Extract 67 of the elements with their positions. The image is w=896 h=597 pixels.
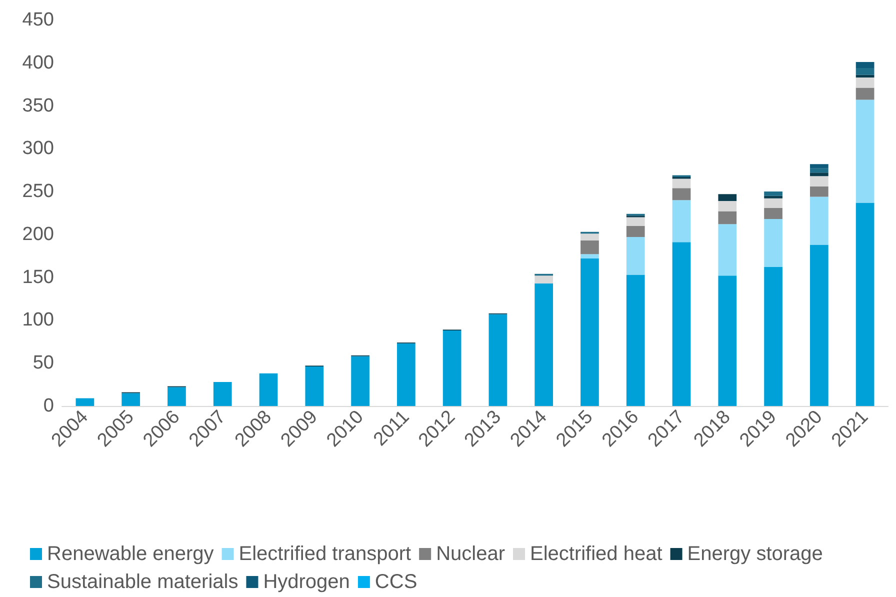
bar xyxy=(810,176,828,186)
bar xyxy=(580,254,599,258)
bar xyxy=(305,366,324,406)
bar xyxy=(626,217,645,226)
legend-label: Electrified transport xyxy=(238,543,412,565)
bar xyxy=(718,194,737,201)
y-tick-label: 100 xyxy=(22,310,54,331)
legend-label: Renewable energy xyxy=(47,543,214,565)
legend-label: Sustainable materials xyxy=(47,571,238,593)
bar xyxy=(351,356,370,406)
bar xyxy=(856,74,874,78)
bar xyxy=(580,258,599,406)
bar xyxy=(626,237,645,275)
legend-label: Hydrogen xyxy=(263,571,350,593)
bar xyxy=(672,188,691,200)
bar xyxy=(810,172,828,176)
y-tick-label: 300 xyxy=(22,138,54,160)
bar xyxy=(810,244,828,406)
bar xyxy=(718,224,737,276)
bar xyxy=(718,211,737,224)
bar xyxy=(856,68,874,75)
y-tick-label: 200 xyxy=(22,224,54,245)
bar xyxy=(856,202,874,406)
bar xyxy=(534,276,554,284)
bar xyxy=(168,387,186,406)
bar xyxy=(488,314,508,406)
bar xyxy=(856,77,874,88)
bar xyxy=(122,393,140,406)
bar xyxy=(718,200,737,212)
bar xyxy=(810,186,828,197)
legend-label: Nuclear xyxy=(436,543,506,565)
bar xyxy=(396,343,416,406)
bar xyxy=(810,164,828,168)
bar xyxy=(534,283,554,406)
bar xyxy=(764,267,782,406)
y-tick-label: 350 xyxy=(22,95,54,116)
bar xyxy=(764,198,782,208)
bar xyxy=(810,168,828,173)
y-tick-label: 150 xyxy=(22,266,54,288)
bar xyxy=(810,196,828,245)
bar xyxy=(442,330,462,406)
legend-label: Energy storage xyxy=(687,543,823,565)
bar xyxy=(856,100,874,203)
legend-label: Electrified heat xyxy=(530,543,663,565)
y-tick-label: 0 xyxy=(43,396,54,416)
bar xyxy=(718,276,737,406)
y-tick-label: 400 xyxy=(22,52,54,74)
bar xyxy=(626,226,645,238)
bar xyxy=(764,219,782,268)
y-tick-label: 250 xyxy=(22,181,54,202)
bar xyxy=(672,242,691,406)
bar xyxy=(76,398,94,406)
bar xyxy=(764,192,782,196)
bar xyxy=(856,62,874,68)
legend-label: CCS xyxy=(374,571,418,593)
bar xyxy=(672,178,691,188)
bar xyxy=(672,200,691,242)
bar xyxy=(580,234,599,240)
y-tick-label: 450 xyxy=(22,10,54,30)
y-tick-label: 50 xyxy=(32,352,54,374)
bar xyxy=(856,88,874,100)
bar xyxy=(764,208,782,220)
bar xyxy=(580,240,599,254)
bar xyxy=(259,373,278,406)
bar xyxy=(626,274,645,406)
bar xyxy=(764,196,782,198)
bar xyxy=(213,382,232,406)
